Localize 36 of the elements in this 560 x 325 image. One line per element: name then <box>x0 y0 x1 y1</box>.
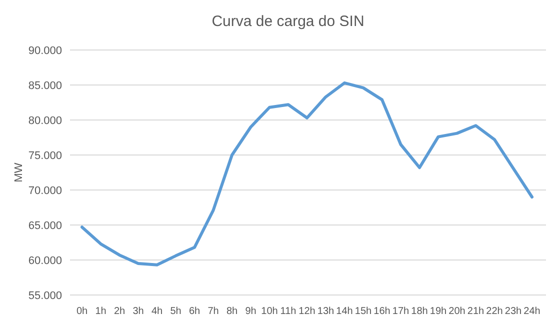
x-tick-label: 21h <box>467 306 484 317</box>
y-tick-label: 70.000 <box>28 185 62 197</box>
x-tick-label: 2h <box>114 306 126 317</box>
y-tick-label: 55.000 <box>28 290 62 302</box>
line-series <box>80 81 534 266</box>
x-tick-label: 19h <box>430 306 447 317</box>
x-tick-label: 22h <box>486 306 503 317</box>
x-tick-label: 5h <box>170 306 182 317</box>
x-tick-label: 23h <box>504 306 522 317</box>
y-tick-label: 75.000 <box>28 150 62 162</box>
y-axis-title: MW <box>13 162 25 182</box>
x-tick-label: 16h <box>374 306 390 317</box>
y-tick-label: 85.000 <box>28 80 62 92</box>
chart-title: Curva de carga do SIN <box>212 13 364 30</box>
x-tick-label: 13h <box>317 306 334 317</box>
x-tick-label: 8h <box>226 306 238 317</box>
x-tick-label: 7h <box>208 306 219 317</box>
x-tick-label: 1h <box>95 306 106 317</box>
x-tick-label: 18h <box>411 306 428 317</box>
x-tick-label: 24h <box>524 306 540 317</box>
y-tick-label: 90.000 <box>28 45 62 57</box>
x-tick-label: 14h <box>336 306 353 317</box>
x-tick-label: 3h <box>132 306 144 317</box>
x-tick-label: 6h <box>188 306 200 317</box>
x-tick-label: 4h <box>151 306 163 317</box>
y-tick-label: 80.000 <box>28 115 62 127</box>
x-tick-label: 10h <box>261 306 278 317</box>
x-tick-label: 20h <box>448 306 466 317</box>
x-tick-label: 12h <box>298 306 316 317</box>
x-tick-label: 9h <box>245 306 256 317</box>
x-tick-label: 0h <box>76 306 88 317</box>
x-tick-label: 11h <box>280 306 296 317</box>
x-tick-label: 15h <box>354 306 372 317</box>
y-tick-label: 60.000 <box>28 255 62 267</box>
x-tick-label: 17h <box>392 306 410 317</box>
y-tick-label: 65.000 <box>28 220 62 232</box>
